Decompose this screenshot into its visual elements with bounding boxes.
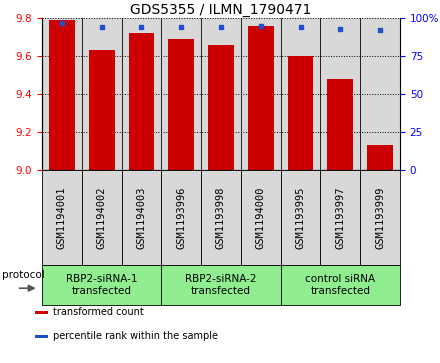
Bar xyxy=(327,79,353,170)
Text: GSM1194003: GSM1194003 xyxy=(136,186,147,249)
Text: percentile rank within the sample: percentile rank within the sample xyxy=(53,331,218,340)
Text: GSM1193996: GSM1193996 xyxy=(176,186,186,249)
Bar xyxy=(35,335,48,338)
Bar xyxy=(360,170,400,265)
Bar xyxy=(248,26,274,170)
Bar xyxy=(82,170,121,265)
Text: GSM1194001: GSM1194001 xyxy=(57,186,67,249)
Bar xyxy=(42,170,82,265)
Text: control siRNA
transfected: control siRNA transfected xyxy=(305,274,375,296)
Bar xyxy=(201,170,241,265)
Text: GSM1194002: GSM1194002 xyxy=(97,186,106,249)
Bar xyxy=(241,170,281,265)
Bar xyxy=(49,20,75,170)
Text: RBP2-siRNA-1
transfected: RBP2-siRNA-1 transfected xyxy=(66,274,137,296)
Text: RBP2-siRNA-2
transfected: RBP2-siRNA-2 transfected xyxy=(185,274,257,296)
Bar xyxy=(320,170,360,265)
Bar xyxy=(35,311,48,314)
Bar xyxy=(161,265,281,305)
Title: GDS5355 / ILMN_1790471: GDS5355 / ILMN_1790471 xyxy=(130,3,312,17)
Bar xyxy=(168,39,194,170)
Bar xyxy=(367,145,393,170)
Text: protocol: protocol xyxy=(2,270,45,280)
Bar xyxy=(288,56,313,170)
Text: GSM1193999: GSM1193999 xyxy=(375,186,385,249)
Text: GSM1193995: GSM1193995 xyxy=(296,186,305,249)
Bar xyxy=(208,45,234,170)
Bar xyxy=(42,265,161,305)
Bar xyxy=(281,170,320,265)
Text: GSM1193998: GSM1193998 xyxy=(216,186,226,249)
Text: GSM1193997: GSM1193997 xyxy=(335,186,345,249)
Bar xyxy=(161,170,201,265)
Bar xyxy=(128,33,154,170)
Text: GSM1194000: GSM1194000 xyxy=(256,186,266,249)
Bar xyxy=(281,265,400,305)
Text: transformed count: transformed count xyxy=(53,307,144,317)
Bar xyxy=(89,50,114,170)
Bar xyxy=(121,170,161,265)
